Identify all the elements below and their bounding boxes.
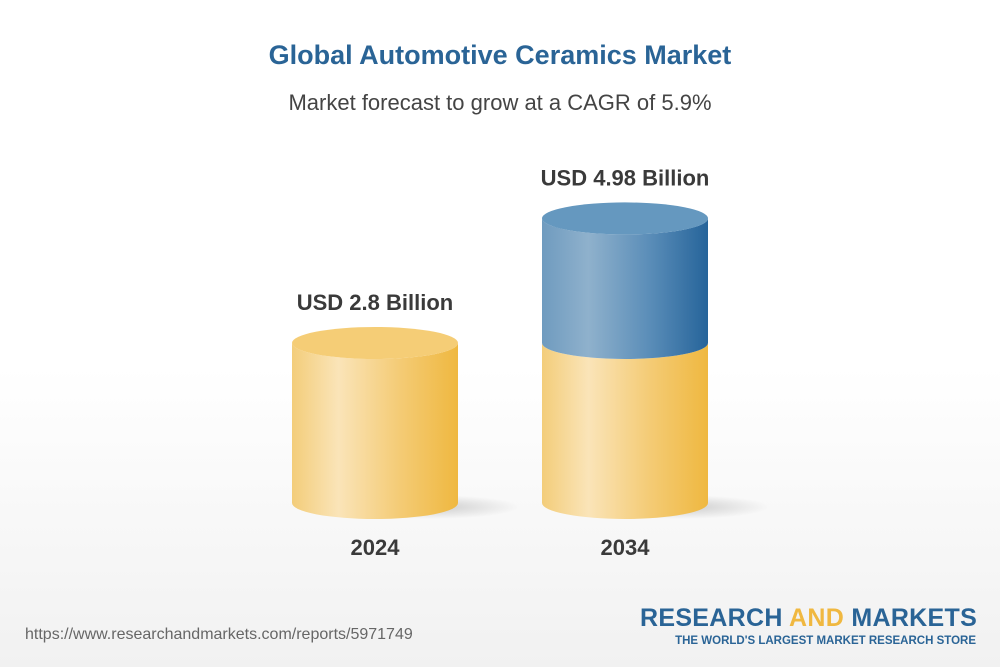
research-and-markets-logo: RESEARCH AND MARKETS THE WORLD'S LARGEST… — [640, 604, 978, 647]
chart-subtitle: Market forecast to grow at a CAGR of 5.9… — [288, 90, 712, 115]
cylinder-chart: USD 2.8 Billion 2024 USD 4.98 Billion 2034 — [292, 165, 770, 560]
cylinder-growth-segment — [542, 218, 708, 359]
category-label: 2034 — [601, 535, 651, 560]
cylinder-top — [292, 327, 458, 359]
category-label: 2024 — [351, 535, 401, 560]
cylinder-base-segment — [292, 343, 458, 519]
cylinder-top — [542, 202, 708, 235]
data-label: USD 2.8 Billion — [297, 290, 453, 315]
chart-title: Global Automotive Ceramics Market — [268, 40, 732, 70]
report-url[interactable]: https://www.researchandmarkets.com/repor… — [25, 626, 413, 643]
cylinder-base-segment — [542, 343, 708, 519]
data-label: USD 4.98 Billion — [541, 165, 710, 190]
